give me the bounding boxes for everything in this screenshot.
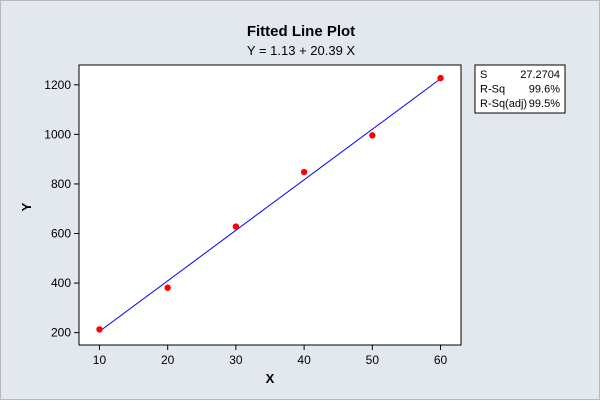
y-axis-label: Y <box>19 202 34 211</box>
stat-value: 99.5% <box>529 98 560 110</box>
x-tick-label: 40 <box>297 353 311 367</box>
chart-title: Fitted Line Plot <box>247 23 355 40</box>
y-tick-label: 400 <box>51 276 71 290</box>
x-tick-label: 50 <box>366 353 380 367</box>
x-axis: 10 20 30 40 50 60 <box>93 345 448 367</box>
data-point <box>437 74 444 82</box>
x-tick-label: 10 <box>93 353 107 367</box>
data-point <box>96 326 103 333</box>
y-tick-label: 800 <box>51 177 71 191</box>
fitted-regression-line <box>99 78 441 332</box>
stat-value: 99.6% <box>529 84 560 96</box>
x-tick-label: 60 <box>434 353 448 367</box>
x-tick-label: 20 <box>161 353 175 367</box>
y-tick-label: 600 <box>51 226 71 240</box>
stats-box-border <box>474 64 566 114</box>
data-point <box>232 223 240 230</box>
stat-label: R-Sq <box>480 84 505 96</box>
x-axis-label: X <box>266 371 275 386</box>
stat-value: 27.2704 <box>520 69 560 81</box>
regression-stats-box: S 27.2704 R-Sq 99.6%R-Sq(adj) 99.5% <box>474 64 566 114</box>
chart-subtitle: Y = 1.13 + 20.39 X <box>247 43 356 58</box>
data-point <box>164 284 171 291</box>
data-point <box>369 132 376 139</box>
y-axis: 200 400 600 800 1000 1200 <box>44 78 79 340</box>
y-tick-label: 200 <box>51 326 71 340</box>
y-tick-label: 1000 <box>44 127 71 141</box>
data-point <box>300 168 308 176</box>
stat-label: S <box>480 69 487 81</box>
fit-line-layer <box>99 78 441 332</box>
x-tick-label: 30 <box>229 353 243 367</box>
y-tick-label: 1200 <box>44 78 71 92</box>
data-points <box>96 74 444 333</box>
stat-label: R-Sq(adj) <box>480 98 527 110</box>
